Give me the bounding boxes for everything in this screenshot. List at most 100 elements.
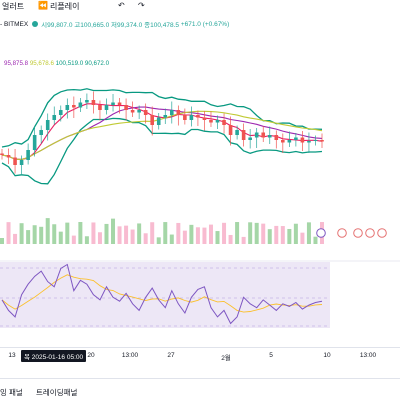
- candle-body: [0, 153, 4, 155]
- volume-bar: [254, 222, 259, 244]
- candle-body: [6, 155, 11, 158]
- candle-body: [281, 140, 285, 143]
- candle-body: [104, 105, 109, 110]
- cursor-time-label: 목 2025-01-16 05:00: [21, 350, 87, 362]
- volume-bar: [208, 224, 213, 244]
- volume-bar: [293, 223, 298, 244]
- replay-button[interactable]: 리플레이: [50, 2, 80, 11]
- candle-body: [124, 105, 128, 110]
- replay-icon[interactable]: ⏪: [38, 1, 48, 10]
- candle-body: [248, 137, 252, 140]
- candle-body: [32, 135, 37, 150]
- ma-fast: [1, 103, 323, 160]
- time-tick: 13: [8, 352, 16, 359]
- candle-body: [313, 140, 318, 141]
- volume-bar: [32, 225, 37, 244]
- candle-body: [209, 120, 213, 123]
- event-flag: [365, 228, 375, 238]
- candle-body: [202, 117, 207, 120]
- volume-bar: [182, 230, 187, 244]
- candle-body: [254, 132, 259, 138]
- candle-body: [137, 110, 141, 113]
- volume-bar: [58, 231, 63, 244]
- volume-bar: [287, 228, 292, 244]
- high-value: 고100,665.0: [74, 22, 110, 29]
- candle-body: [294, 137, 298, 140]
- volume-bar: [150, 222, 155, 244]
- candle-body: [300, 137, 305, 143]
- volume-bar: [130, 229, 135, 244]
- candle-body: [85, 100, 89, 103]
- tab-trading-panel[interactable]: 트레이딩패널: [36, 388, 78, 397]
- volume-bar: [111, 218, 116, 244]
- volume-bar: [65, 222, 70, 244]
- bottom-panel: 잉 패널 트레이딩패널: [0, 378, 400, 401]
- candle-body: [72, 105, 76, 108]
- candle-body: [45, 120, 50, 130]
- volume-bar: [176, 222, 181, 244]
- candle-body: [261, 132, 266, 138]
- open-value: 시99,807.0: [41, 22, 73, 29]
- time-tick: 13:00: [121, 352, 139, 359]
- volume-bar: [313, 236, 318, 244]
- candle-body: [183, 115, 187, 120]
- volume-bar: [280, 226, 285, 244]
- time-tick: 5: [269, 352, 273, 359]
- candle-body: [274, 135, 279, 140]
- rsi-value-line: [1, 263, 323, 325]
- time-axis[interactable]: 13 목 2025-01-16 05:00 20 13:00 27 2월 5 1…: [0, 347, 400, 364]
- ohlc-legend: - BITMEX 시99,807.0 고100,665.0 저99,374.0 …: [0, 17, 229, 31]
- candle-body: [215, 120, 220, 123]
- candle-body: [320, 140, 324, 142]
- candle-body: [143, 110, 148, 115]
- candle-body: [98, 105, 102, 110]
- volume-bar: [156, 237, 161, 244]
- indicator-legend: 95,875.8 95,678.6 100,519.0 90,672.0: [4, 60, 109, 67]
- volume-bar: [300, 232, 305, 244]
- event-flag: [353, 228, 363, 238]
- symbol-label[interactable]: - BITMEX: [0, 20, 29, 28]
- volume-bar: [235, 222, 240, 244]
- volume-bar: [261, 223, 266, 244]
- tab-panel[interactable]: 잉 패널: [0, 388, 23, 397]
- volume-bar: [137, 223, 142, 244]
- volume-bar: [71, 235, 76, 244]
- candle-body: [176, 110, 181, 115]
- ma-slow: [1, 110, 323, 160]
- indicator-value-3: 100,519.0: [55, 60, 84, 67]
- volume-bar: [143, 233, 148, 244]
- volume-bar: [26, 230, 31, 244]
- candle-body: [241, 130, 246, 140]
- candle-body: [287, 140, 292, 143]
- rsi-band-bg: [0, 262, 330, 328]
- volume-bar: [104, 223, 109, 244]
- candle-body: [130, 110, 135, 113]
- undo-icon[interactable]: ↶: [118, 1, 125, 10]
- indicator-value-2: 95,678.6: [29, 60, 54, 67]
- candle-body: [91, 100, 96, 105]
- time-tick: 2월: [221, 355, 231, 362]
- candle-body: [13, 157, 17, 165]
- indicator-value-1: 95,875.8: [4, 60, 29, 67]
- candle-body: [169, 110, 174, 115]
- candle-body: [150, 115, 155, 125]
- volume-bar: [19, 223, 24, 244]
- alert-button[interactable]: 얼러트: [2, 2, 25, 11]
- market-status-icon: [32, 21, 39, 27]
- redo-icon[interactable]: ↷: [138, 1, 145, 10]
- volume-bar: [124, 225, 129, 244]
- bb-upper: [1, 88, 323, 148]
- volume-bar: [189, 224, 194, 244]
- event-flag: [337, 228, 347, 238]
- candle-body: [228, 125, 233, 135]
- candle-body: [39, 130, 43, 135]
- top-toolbar: 얼러트 ⏪ 리플레이 ↶ ↷: [0, 0, 400, 13]
- candle-body: [222, 120, 226, 125]
- close-value: 종100,478.5: [144, 22, 180, 29]
- price-chart[interactable]: [0, 0, 400, 347]
- candle-body: [307, 141, 311, 143]
- bb-lower: [1, 117, 323, 185]
- candle-body: [65, 105, 70, 110]
- volume-bar: [13, 233, 18, 244]
- candle-body: [189, 115, 194, 120]
